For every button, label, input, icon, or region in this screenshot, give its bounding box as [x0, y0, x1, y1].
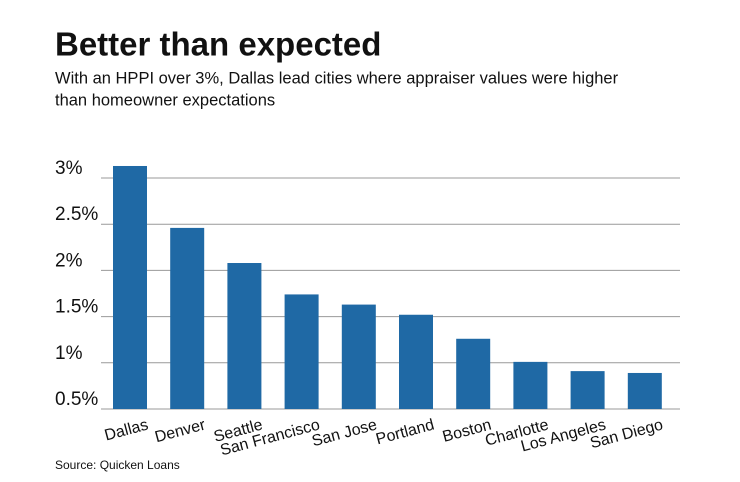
- bar: [513, 361, 548, 409]
- y-tick-label: 3%: [55, 158, 83, 179]
- chart-title: Better than expected: [55, 26, 381, 63]
- y-tick-label: 2.5%: [55, 204, 98, 225]
- y-tick-label: 2%: [55, 250, 83, 271]
- bar: [627, 372, 662, 409]
- bar: [284, 294, 319, 409]
- bar: [399, 314, 433, 409]
- bar: [170, 227, 205, 409]
- source: Source: Quicken Loans: [55, 458, 180, 472]
- chart-subtitle: With an HPPI over 3%, Dallas lead cities…: [55, 69, 619, 87]
- bar: [570, 371, 605, 409]
- x-tick-label: Denver: [153, 416, 208, 446]
- bar: [456, 338, 491, 409]
- x-tick-label: Portland: [374, 417, 436, 449]
- bar: [341, 304, 376, 409]
- y-tick-label: 1%: [55, 343, 83, 364]
- bar: [113, 165, 147, 409]
- x-tick-label: Dallas: [103, 417, 150, 445]
- y-tick-label: 0.5%: [55, 389, 98, 410]
- bar: [227, 263, 262, 409]
- y-tick-label: 1.5%: [55, 297, 98, 318]
- chart-subtitle: than homeowner expectations: [55, 91, 275, 109]
- x-tick-label: San Jose: [310, 416, 379, 450]
